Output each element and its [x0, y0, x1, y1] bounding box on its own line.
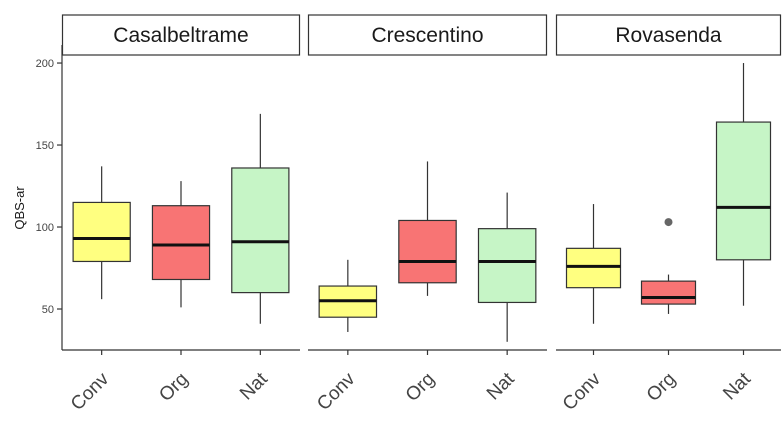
x-tick-label: Nat	[236, 368, 272, 404]
y-axis-title: QBS-ar	[12, 186, 27, 230]
facet-strip-label: Rovasenda	[615, 24, 722, 47]
x-tick-label: Conv	[559, 368, 606, 415]
box-conv	[72, 166, 131, 300]
facet-panel-rovasenda: Rovasenda Conv Org Nat	[555, 14, 782, 415]
x-tick-label: Nat	[719, 368, 755, 404]
x-tick-label: Org	[643, 369, 680, 406]
iqr-box	[565, 247, 622, 289]
box-org	[151, 181, 211, 308]
box-nat	[477, 192, 537, 342]
facet-panel-casalbeltrame: Casalbeltrame Conv Org Nat	[61, 14, 301, 415]
facet-strip	[307, 14, 548, 56]
x-tick-label: Org	[402, 369, 439, 406]
iqr-box	[715, 121, 772, 261]
facet-strip	[61, 14, 301, 56]
iqr-box	[151, 205, 211, 281]
facet-panel-crescentino: Crescentino Conv Org Nat	[307, 14, 548, 415]
y-tick-label: 150	[36, 140, 54, 152]
box-nat	[231, 113, 290, 324]
iqr-box	[477, 228, 537, 304]
iqr-box	[72, 201, 131, 263]
iqr-box	[231, 167, 290, 294]
y-tick-label: 200	[36, 58, 54, 70]
facet-strip-label: Crescentino	[371, 24, 483, 47]
iqr-box	[640, 280, 697, 305]
box-conv	[318, 259, 378, 332]
outlier-point	[664, 218, 673, 227]
y-tick-label: 100	[36, 222, 54, 234]
box-org	[398, 161, 457, 296]
facet-strip	[555, 14, 782, 56]
box-nat	[715, 63, 772, 306]
x-tick-label: Nat	[483, 368, 519, 404]
facet-strip-label: Casalbeltrame	[113, 24, 248, 47]
x-tick-label: Org	[155, 369, 192, 406]
y-tick-label: 50	[42, 304, 54, 316]
box-org	[640, 218, 697, 314]
x-tick-label: Conv	[313, 368, 360, 415]
iqr-box	[398, 219, 457, 284]
box-conv	[565, 204, 622, 324]
x-tick-label: Conv	[67, 368, 114, 415]
